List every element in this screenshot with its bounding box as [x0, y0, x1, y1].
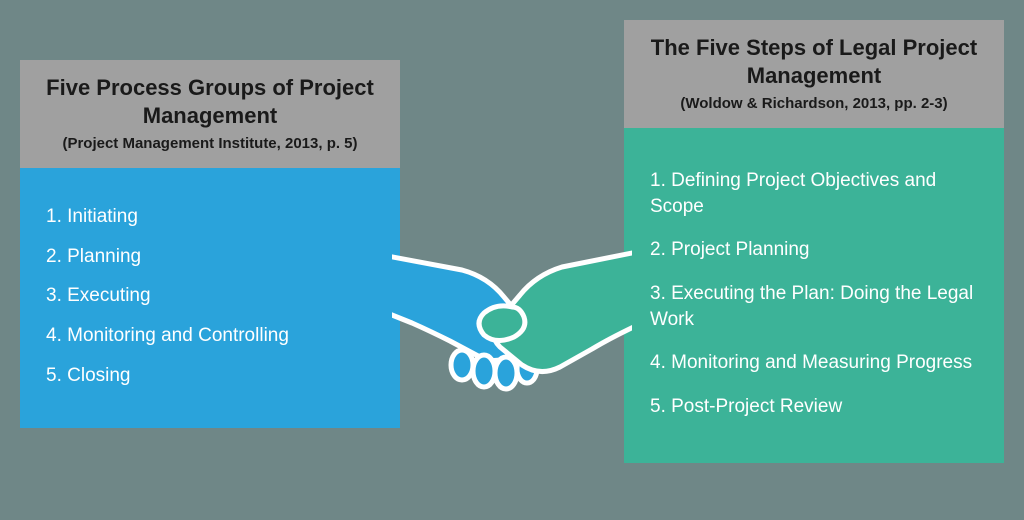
list-item: 2. Planning	[46, 244, 378, 270]
list-item: 5. Post-Project Review	[650, 394, 982, 420]
list-item: 3. Executing the Plan: Doing the Legal W…	[650, 281, 982, 332]
list-item: 1. Initiating	[46, 204, 378, 230]
list-item: 5. Closing	[46, 363, 378, 389]
right-title: The Five Steps of Legal Project Manageme…	[640, 34, 988, 89]
right-list: 1. Defining Project Objectives and Scope…	[624, 128, 1004, 463]
left-subtitle: (Project Management Institute, 2013, p. …	[36, 135, 384, 152]
right-header: The Five Steps of Legal Project Manageme…	[624, 20, 1004, 128]
left-title: Five Process Groups of Project Managemen…	[36, 74, 384, 129]
left-column: Five Process Groups of Project Managemen…	[20, 60, 400, 428]
list-item: 1. Defining Project Objectives and Scope	[650, 168, 982, 219]
left-list: 1. Initiating 2. Planning 3. Executing 4…	[20, 168, 400, 428]
list-item: 4. Monitoring and Controlling	[46, 323, 378, 349]
list-item: 4. Monitoring and Measuring Progress	[650, 350, 982, 376]
right-column: The Five Steps of Legal Project Manageme…	[624, 20, 1004, 463]
right-subtitle: (Woldow & Richardson, 2013, pp. 2-3)	[640, 95, 988, 112]
list-item: 2. Project Planning	[650, 237, 982, 263]
list-item: 3. Executing	[46, 283, 378, 309]
left-header: Five Process Groups of Project Managemen…	[20, 60, 400, 168]
handshake-icon	[392, 215, 632, 415]
